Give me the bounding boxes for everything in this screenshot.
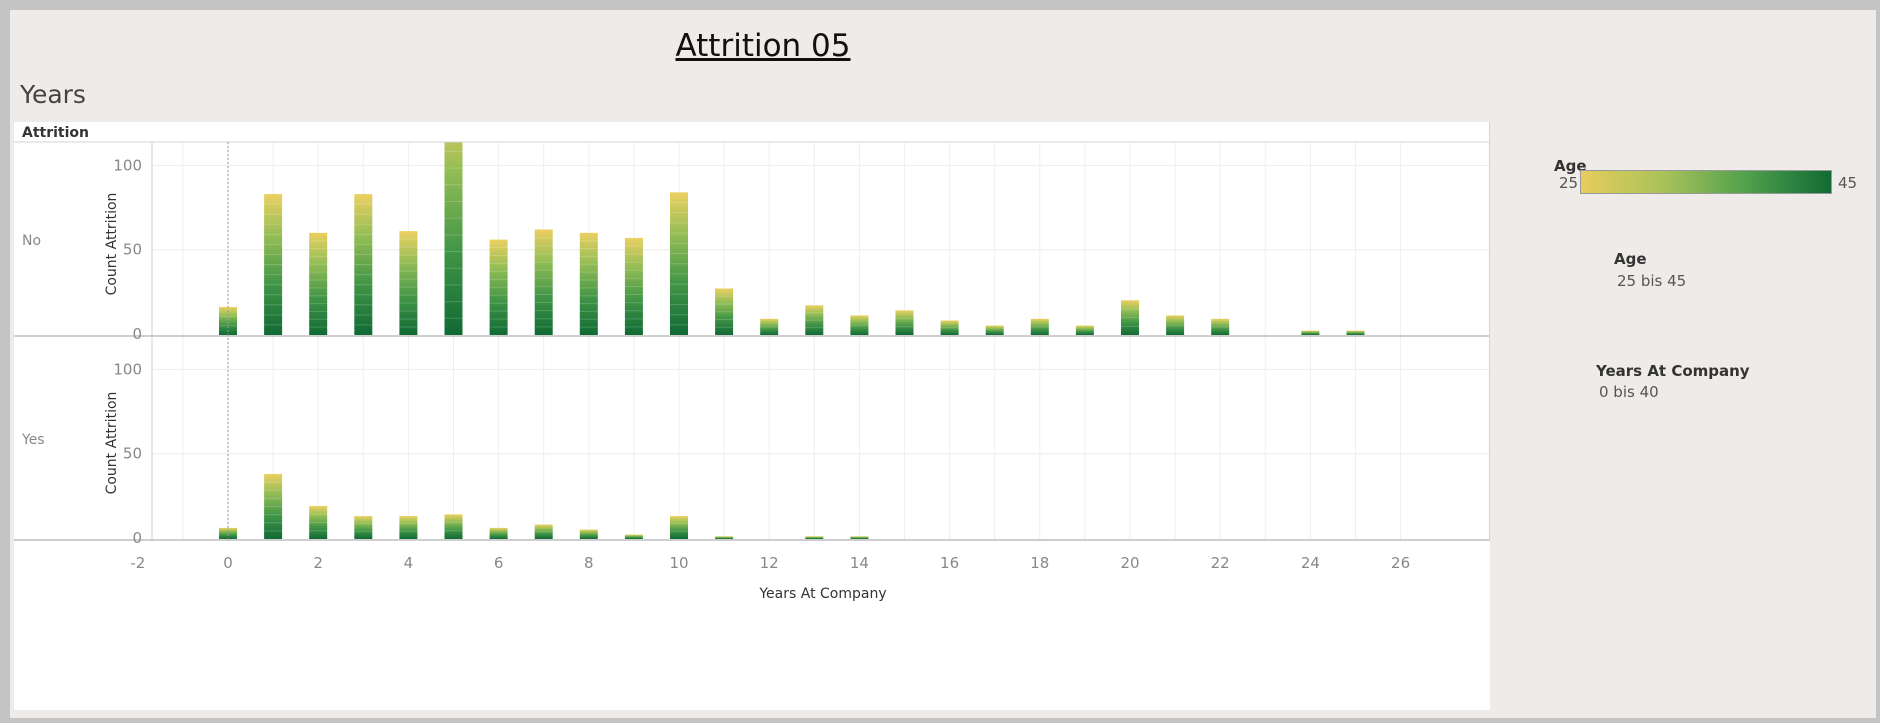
filter-age-value[interactable]: 25 bis 45 <box>1617 272 1687 290</box>
sheet-title: Years <box>20 80 86 109</box>
color-legend-max: 45 <box>1838 174 1858 192</box>
x-tick-label: 12 <box>760 554 779 572</box>
bar[interactable] <box>624 237 643 335</box>
filter-years-value[interactable]: 0 bis 40 <box>1599 383 1659 401</box>
bar[interactable] <box>715 536 734 539</box>
bar[interactable] <box>985 325 1004 335</box>
bar[interactable] <box>219 527 237 539</box>
bar[interactable] <box>444 122 463 335</box>
bar[interactable] <box>354 194 373 335</box>
x-tick-label: 20 <box>1120 554 1139 572</box>
bar[interactable] <box>489 527 508 539</box>
bar[interactable] <box>399 231 418 335</box>
x-tick-label: 6 <box>494 554 504 572</box>
bar[interactable] <box>1075 325 1094 335</box>
color-legend-title: Age <box>1554 157 1587 175</box>
x-tick-label: -2 <box>130 554 145 572</box>
chart-panel: Attrition 0 50 100 Count Attrition No 0 50 100 Co… <box>14 122 1490 710</box>
bar[interactable] <box>760 318 779 335</box>
bar[interactable] <box>850 536 869 539</box>
x-axis-title: Years At Company <box>758 586 886 602</box>
x-tick-label: 14 <box>850 554 869 572</box>
bar[interactable] <box>264 194 283 335</box>
bar[interactable] <box>850 315 869 335</box>
bar[interactable] <box>1301 330 1320 335</box>
bar[interactable] <box>940 320 959 335</box>
bar[interactable] <box>1121 300 1139 335</box>
y-tick-label: 50 <box>123 241 142 259</box>
bar[interactable] <box>805 305 824 335</box>
bar[interactable] <box>579 529 598 539</box>
bar[interactable] <box>1211 318 1230 335</box>
x-tick-label: 10 <box>669 554 688 572</box>
x-tick-label: 18 <box>1030 554 1049 572</box>
color-legend-min: 25 <box>1559 174 1579 192</box>
y-tick-label: 100 <box>113 360 142 378</box>
bar[interactable] <box>354 516 373 539</box>
bar[interactable] <box>309 505 328 539</box>
bar[interactable] <box>715 288 734 335</box>
bar[interactable] <box>444 514 463 539</box>
x-tick-label: 2 <box>313 554 323 572</box>
x-tick-label: 24 <box>1301 554 1320 572</box>
x-tick-label: 22 <box>1211 554 1230 572</box>
y-tick-label: 50 <box>123 445 142 463</box>
facet-header-label: Attrition <box>22 125 89 141</box>
bar[interactable] <box>1346 330 1365 335</box>
row-label: No <box>22 233 41 249</box>
bar[interactable] <box>579 232 598 335</box>
bar[interactable] <box>489 239 508 335</box>
bar[interactable] <box>895 310 914 335</box>
bar[interactable] <box>219 307 237 335</box>
bar[interactable] <box>534 229 553 335</box>
y-tick-label: 0 <box>132 325 142 343</box>
bar[interactable] <box>805 536 824 539</box>
row-label: Yes <box>21 432 45 448</box>
x-tick-label: 0 <box>223 554 233 572</box>
color-legend-gradient <box>1580 170 1832 194</box>
y-tick-label: 0 <box>132 529 142 547</box>
dashboard-title: Attrition 05 <box>675 28 851 64</box>
bar[interactable] <box>264 473 283 539</box>
filter-years-title: Years At Company <box>1596 362 1750 380</box>
bar[interactable] <box>624 534 643 539</box>
bar[interactable] <box>670 192 688 335</box>
y-tick-label: 100 <box>113 156 142 174</box>
filter-age-title: Age <box>1614 250 1647 268</box>
y-axis-title: Count Attrition <box>104 392 120 495</box>
facet-header-bg <box>14 122 1490 142</box>
bar[interactable] <box>1030 318 1049 335</box>
y-axis-title: Count Attrition <box>104 193 120 296</box>
bar[interactable] <box>399 516 418 539</box>
bar[interactable] <box>309 232 328 335</box>
bar[interactable] <box>670 516 688 539</box>
dashboard: Attrition 05 Years Attrition 0 50 100 Count … <box>10 10 1876 718</box>
x-tick-label: 4 <box>404 554 414 572</box>
x-tick-label: 26 <box>1391 554 1410 572</box>
bar[interactable] <box>1166 315 1185 335</box>
x-tick-label: 8 <box>584 554 594 572</box>
bar[interactable] <box>534 524 553 539</box>
x-tick-label: 16 <box>940 554 959 572</box>
